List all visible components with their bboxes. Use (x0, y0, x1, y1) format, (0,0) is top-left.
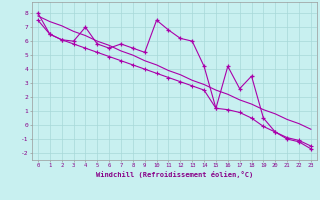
X-axis label: Windchill (Refroidissement éolien,°C): Windchill (Refroidissement éolien,°C) (96, 171, 253, 178)
